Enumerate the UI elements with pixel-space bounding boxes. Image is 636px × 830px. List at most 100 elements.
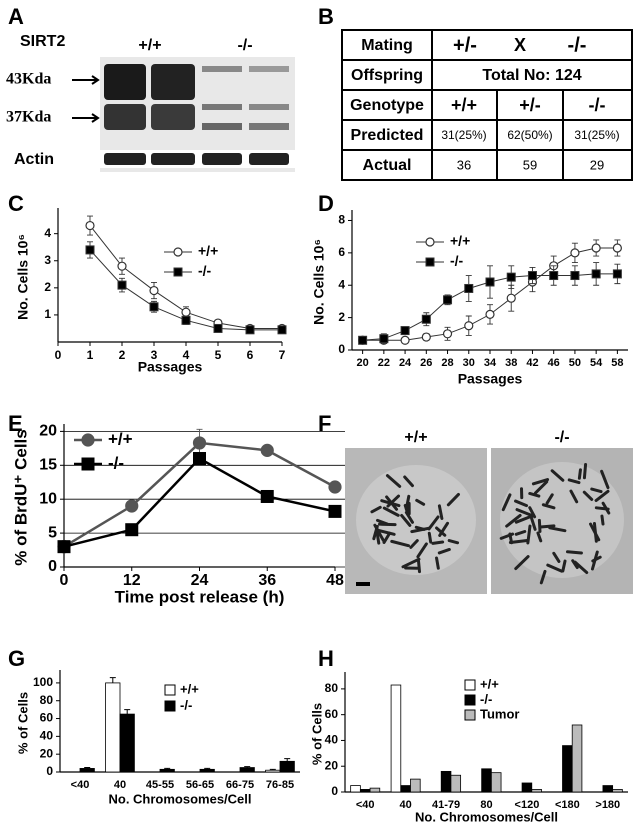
x-tick-label: 56-65	[186, 779, 214, 791]
error-bar	[164, 767, 171, 770]
y-tick-label: 4	[44, 226, 51, 240]
blot-band	[151, 64, 195, 100]
y-tick-label: 4	[338, 277, 345, 291]
blot-band	[249, 123, 289, 130]
legend-label: -/-	[198, 263, 212, 279]
chromosome	[573, 560, 589, 574]
scale-bar	[356, 582, 370, 586]
y-tick-label: 8	[338, 213, 345, 227]
x-axis-label: No. Chromosomes/Cell	[108, 791, 251, 806]
chromosome	[536, 531, 543, 543]
x-tick-label: 1	[87, 348, 94, 362]
chromosome	[370, 505, 382, 514]
legend-swatch	[464, 679, 476, 691]
y-tick-label: 20	[40, 746, 54, 760]
nucleus-shadow	[356, 465, 476, 575]
chromosome	[385, 474, 402, 488]
chromosome	[508, 538, 529, 545]
marker	[85, 245, 95, 255]
panel-label: E	[8, 411, 23, 436]
x-tick-label: 28	[441, 357, 453, 369]
x-axis-label: Passages	[138, 359, 203, 375]
chromosome	[447, 539, 460, 545]
chromosome	[600, 514, 605, 526]
table-cell: -/-	[568, 34, 587, 56]
y-axis-label: % of BrdU⁺ Cells	[11, 429, 30, 566]
marker	[570, 271, 580, 281]
y-tick-label: 6	[338, 245, 345, 259]
bar	[79, 768, 95, 773]
table-cell: +/-	[453, 34, 477, 56]
legend-label: +/+	[108, 429, 133, 448]
marker	[421, 314, 431, 324]
bar	[359, 789, 371, 793]
chromosome	[403, 503, 410, 516]
chromosome	[590, 487, 603, 494]
chromosome	[437, 504, 444, 521]
y-tick-label: 3	[44, 253, 51, 267]
marker	[442, 329, 453, 339]
chromosomes	[370, 463, 611, 585]
chromosome	[533, 480, 549, 495]
y-tick-label: 5	[48, 524, 57, 541]
table-cell: +/+	[451, 95, 477, 115]
legend-label: Tumor	[480, 706, 519, 721]
chromosome	[528, 491, 541, 498]
chromosome	[531, 478, 550, 486]
error-bar	[84, 767, 91, 769]
x-tick-label: 38	[505, 357, 517, 369]
bar	[105, 682, 121, 773]
genotype-label: +/+	[138, 37, 161, 54]
chromosome	[514, 499, 529, 508]
chromosome	[380, 499, 401, 508]
marker	[400, 335, 410, 345]
x-tick-label: 54	[590, 357, 603, 369]
blot-band	[249, 104, 289, 110]
chromosome	[571, 559, 579, 570]
panel-label: F	[318, 411, 331, 436]
marker	[464, 283, 474, 293]
table-cell: 31(25%)	[574, 128, 619, 142]
marker	[485, 309, 495, 319]
panel-label: A	[8, 4, 24, 29]
legend-label: -/-	[480, 691, 492, 706]
chromosome	[376, 528, 396, 536]
x-tick-label: 41-79	[432, 799, 460, 811]
marker	[117, 261, 127, 271]
table-cell: Genotype	[350, 97, 424, 114]
arrow	[72, 75, 100, 85]
chromosome	[414, 525, 426, 531]
y-tick-label: 60	[325, 707, 339, 721]
legend-marker	[173, 247, 183, 257]
marker	[421, 332, 431, 342]
x-tick-label: 24	[191, 572, 209, 589]
chromosome	[601, 501, 611, 515]
x-tick-label: 26	[420, 357, 432, 369]
x-tick-label: >180	[595, 799, 620, 811]
chromosome	[437, 547, 451, 555]
panel-label: H	[318, 646, 334, 671]
chromosome	[401, 557, 421, 569]
x-tick-label: 34	[484, 357, 497, 369]
marker	[506, 272, 516, 282]
nucleus-shadow	[500, 462, 624, 578]
chromosome	[501, 493, 512, 512]
marker	[192, 436, 207, 450]
marker	[527, 271, 537, 281]
y-tick-label: 100	[33, 675, 53, 689]
y-tick-label: 2	[338, 310, 345, 324]
chromosome	[416, 542, 428, 559]
marker	[149, 285, 159, 296]
legend-marker	[81, 433, 95, 447]
y-axis-label: No. Cells 10⁶	[311, 239, 327, 325]
legend-swatch	[164, 700, 176, 712]
legend-label: +/+	[198, 243, 218, 259]
x-axis-label: Passages	[458, 371, 523, 387]
marker	[260, 489, 274, 503]
x-tick-label: 12	[123, 572, 141, 589]
error-bar	[244, 766, 251, 768]
x-tick-label: 4	[183, 348, 190, 362]
chromosome	[417, 559, 421, 574]
marker	[245, 325, 255, 335]
x-tick-label: <40	[356, 799, 375, 811]
